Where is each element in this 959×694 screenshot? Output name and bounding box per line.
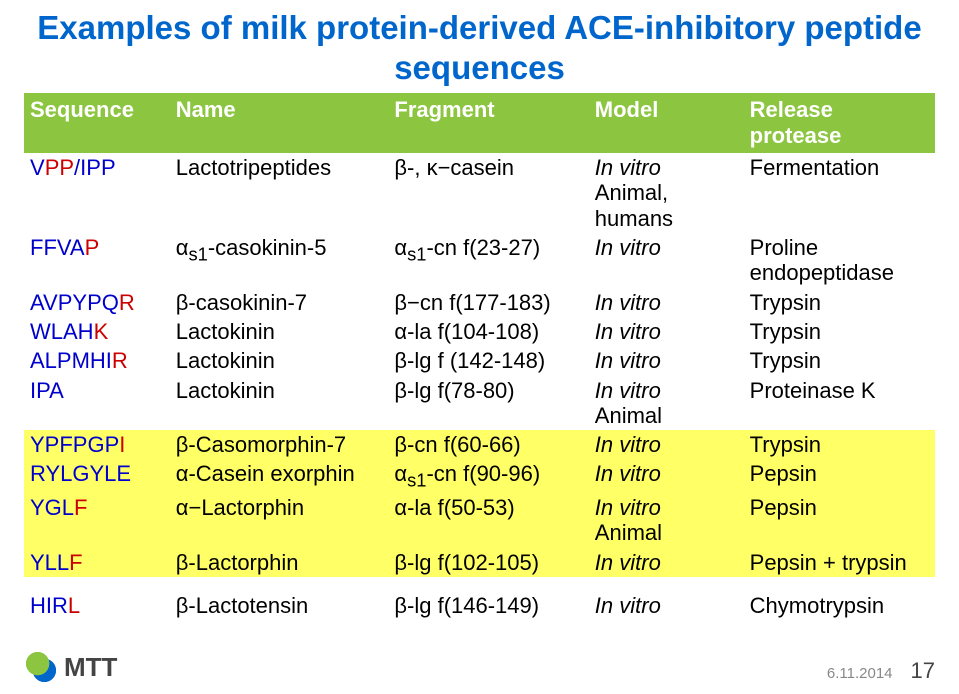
release-cell: Proteinase K	[744, 376, 935, 431]
table-row: VPP/IPPLactotripeptidesβ-, κ−caseinIn vi…	[24, 153, 935, 233]
footer: MTT 6.11.2014 17	[0, 650, 959, 684]
table-body: VPP/IPPLactotripeptidesβ-, κ−caseinIn vi…	[24, 153, 935, 620]
sequence-cell: YPFPGPI	[24, 430, 170, 459]
release-cell: Trypsin	[744, 346, 935, 375]
release-cell: Trypsin	[744, 430, 935, 459]
sequence-cell: ALPMHIR	[24, 346, 170, 375]
name-cell: β-casokinin-7	[170, 288, 389, 317]
release-cell: Proline endopeptidase	[744, 233, 935, 288]
sequence-cell: HIRL	[24, 591, 170, 620]
slide-title: Examples of milk protein-derived ACE-inh…	[0, 0, 959, 87]
fragment-cell: α-la f(104-108)	[388, 317, 588, 346]
model-cell: In vitro	[589, 459, 744, 492]
release-cell: Fermentation	[744, 153, 935, 233]
footer-date: 6.11.2014	[827, 665, 893, 682]
col-header: Name	[170, 93, 389, 153]
col-header: Releaseprotease	[744, 93, 935, 153]
fragment-cell: β-lg f(78-80)	[388, 376, 588, 431]
table-row: YLLFβ-Lactorphinβ-lg f(102-105)In vitroP…	[24, 548, 935, 577]
sequence-cell: VPP/IPP	[24, 153, 170, 233]
table-row: YPFPGPIβ-Casomorphin-7β-cn f(60-66)In vi…	[24, 430, 935, 459]
fragment-cell: β-lg f(102-105)	[388, 548, 588, 577]
name-cell: α−Lactorphin	[170, 493, 389, 548]
sequence-cell: YGLF	[24, 493, 170, 548]
sequence-cell: AVPYPQR	[24, 288, 170, 317]
model-cell: In vitro	[589, 591, 744, 620]
release-cell: Pepsin	[744, 459, 935, 492]
footer-meta: 6.11.2014 17	[827, 658, 935, 684]
logo-text: MTT	[64, 652, 117, 683]
release-cell: Trypsin	[744, 317, 935, 346]
model-cell: In vitroAnimal,humans	[589, 153, 744, 233]
col-header: Fragment	[388, 93, 588, 153]
name-cell: Lactokinin	[170, 317, 389, 346]
name-cell: β-Lactorphin	[170, 548, 389, 577]
page-number: 17	[911, 658, 935, 684]
fragment-cell: β-cn f(60-66)	[388, 430, 588, 459]
col-header: Model	[589, 93, 744, 153]
name-cell: Lactokinin	[170, 346, 389, 375]
table-row: FFVAPαs1-casokinin-5αs1-cn f(23-27)In vi…	[24, 233, 935, 288]
model-cell: In vitro	[589, 548, 744, 577]
model-cell: In vitro	[589, 233, 744, 288]
table-row: ALPMHIRLactokininβ-lg f (142-148)In vitr…	[24, 346, 935, 375]
sequence-cell: YLLF	[24, 548, 170, 577]
table-row: WLAHKLactokininα-la f(104-108)In vitroTr…	[24, 317, 935, 346]
fragment-cell: αs1-cn f(23-27)	[388, 233, 588, 288]
sequence-cell: WLAHK	[24, 317, 170, 346]
peptide-table: SequenceNameFragmentModelReleaseprotease…	[24, 93, 935, 620]
table-row: HIRLβ-Lactotensinβ-lg f(146-149)In vitro…	[24, 591, 935, 620]
fragment-cell: αs1-cn f(90-96)	[388, 459, 588, 492]
col-header: Sequence	[24, 93, 170, 153]
table-row: IPALactokininβ-lg f(78-80)In vitroAnimal…	[24, 376, 935, 431]
fragment-cell: β-lg f(146-149)	[388, 591, 588, 620]
name-cell: β-Lactotensin	[170, 591, 389, 620]
sequence-cell: RYLGYLE	[24, 459, 170, 492]
fragment-cell: α-la f(50-53)	[388, 493, 588, 548]
fragment-cell: β-lg f (142-148)	[388, 346, 588, 375]
fragment-cell: β-, κ−casein	[388, 153, 588, 233]
model-cell: In vitroAnimal	[589, 376, 744, 431]
name-cell: αs1-casokinin-5	[170, 233, 389, 288]
fragment-cell: β−cn f(177-183)	[388, 288, 588, 317]
release-cell: Pepsin	[744, 493, 935, 548]
name-cell: β-Casomorphin-7	[170, 430, 389, 459]
model-cell: In vitro	[589, 288, 744, 317]
name-cell: α-Casein exorphin	[170, 459, 389, 492]
logo: MTT	[24, 650, 117, 684]
model-cell: In vitro	[589, 346, 744, 375]
model-cell: In vitro	[589, 430, 744, 459]
peptide-table-wrap: SequenceNameFragmentModelReleaseprotease…	[0, 93, 959, 620]
sequence-cell: IPA	[24, 376, 170, 431]
table-row: AVPYPQRβ-casokinin-7β−cn f(177-183)In vi…	[24, 288, 935, 317]
release-cell: Chymotrypsin	[744, 591, 935, 620]
name-cell: Lactokinin	[170, 376, 389, 431]
sequence-cell: FFVAP	[24, 233, 170, 288]
release-cell: Trypsin	[744, 288, 935, 317]
release-cell: Pepsin + trypsin	[744, 548, 935, 577]
model-cell: In vitro	[589, 317, 744, 346]
name-cell: Lactotripeptides	[170, 153, 389, 233]
table-row: RYLGYLEα-Casein exorphinαs1-cn f(90-96)I…	[24, 459, 935, 492]
model-cell: In vitroAnimal	[589, 493, 744, 548]
table-header-row: SequenceNameFragmentModelReleaseprotease	[24, 93, 935, 153]
table-row: YGLFα−Lactorphinα-la f(50-53)In vitroAni…	[24, 493, 935, 548]
logo-icon	[24, 650, 58, 684]
